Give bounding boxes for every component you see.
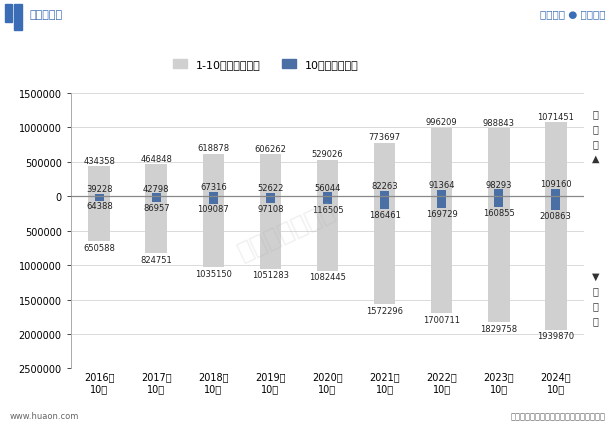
Text: 42798: 42798 <box>143 184 170 193</box>
Text: 169729: 169729 <box>426 209 458 218</box>
Bar <box>380 191 389 197</box>
Bar <box>374 144 395 197</box>
Bar <box>437 190 446 197</box>
Text: 67316: 67316 <box>200 182 227 191</box>
Bar <box>494 190 503 197</box>
Text: 82263: 82263 <box>371 181 398 190</box>
Bar <box>551 189 560 197</box>
Bar <box>551 197 560 210</box>
Text: 529026: 529026 <box>312 150 343 159</box>
Text: 1035150: 1035150 <box>195 269 232 278</box>
Text: 773697: 773697 <box>368 133 400 142</box>
Text: 98293: 98293 <box>485 180 512 189</box>
Text: 2016-2024年内蒙古自治区(境内目的地/货源地)10月进、出口额: 2016-2024年内蒙古自治区(境内目的地/货源地)10月进、出口额 <box>153 60 462 75</box>
Text: 数据来源：中国海关；华经产业研究院整理: 数据来源：中国海关；华经产业研究院整理 <box>511 412 606 420</box>
Text: 1572296: 1572296 <box>366 306 403 315</box>
Text: 专业严谨 ● 客观科学: 专业严谨 ● 客观科学 <box>540 9 606 20</box>
Bar <box>323 197 332 205</box>
Text: 996209: 996209 <box>426 118 458 127</box>
Bar <box>260 155 281 197</box>
Bar <box>202 197 224 268</box>
Text: 200863: 200863 <box>540 211 572 220</box>
Bar <box>545 123 566 197</box>
Text: 1082445: 1082445 <box>309 273 346 282</box>
Text: 650588: 650588 <box>83 243 115 252</box>
Bar <box>317 161 338 197</box>
Text: 116505: 116505 <box>312 205 343 214</box>
Text: 52622: 52622 <box>257 184 284 193</box>
Text: 97108: 97108 <box>257 204 284 213</box>
Bar <box>14 5 22 31</box>
Bar <box>374 197 395 305</box>
Text: 华经产业研究院: 华经产业研究院 <box>234 198 339 264</box>
Text: 109160: 109160 <box>540 180 571 189</box>
Text: 1939870: 1939870 <box>537 331 574 340</box>
Text: 华经情报网: 华经情报网 <box>30 9 63 20</box>
Bar <box>266 197 275 204</box>
Text: 186461: 186461 <box>368 210 400 219</box>
Bar <box>209 197 218 204</box>
Bar <box>209 192 218 197</box>
Text: 824751: 824751 <box>140 255 172 264</box>
Text: 464848: 464848 <box>140 154 172 163</box>
Bar <box>152 197 161 203</box>
Bar <box>95 197 104 201</box>
Text: 109087: 109087 <box>197 205 229 214</box>
Bar <box>95 194 104 197</box>
Bar <box>317 197 338 271</box>
Text: ▼
进
口
额: ▼ 进 口 额 <box>592 271 599 325</box>
Text: 618878: 618878 <box>197 144 229 153</box>
Bar <box>437 197 446 208</box>
Bar <box>146 165 167 197</box>
Text: 1829758: 1829758 <box>480 324 517 333</box>
Text: 86957: 86957 <box>143 204 170 213</box>
Text: 1071451: 1071451 <box>538 112 574 122</box>
Bar <box>89 167 110 197</box>
Text: 91364: 91364 <box>429 181 455 190</box>
Bar <box>323 193 332 197</box>
Text: 434358: 434358 <box>83 156 115 165</box>
Bar <box>430 197 453 314</box>
Text: 988843: 988843 <box>483 118 515 127</box>
Bar <box>89 197 110 242</box>
Bar <box>146 197 167 253</box>
Bar <box>380 197 389 210</box>
Bar <box>202 154 224 197</box>
Bar <box>152 194 161 197</box>
Bar <box>260 197 281 269</box>
Bar <box>488 197 509 322</box>
Bar <box>488 129 509 197</box>
Text: 1051283: 1051283 <box>252 271 289 279</box>
Text: 606262: 606262 <box>255 144 287 154</box>
Text: 1700711: 1700711 <box>423 315 460 324</box>
Text: 64388: 64388 <box>86 202 113 211</box>
Bar <box>545 197 566 330</box>
Bar <box>266 193 275 197</box>
Text: www.huaon.com: www.huaon.com <box>9 412 79 420</box>
Bar <box>430 128 453 197</box>
Bar <box>5 5 12 23</box>
Bar <box>494 197 503 208</box>
Text: 56044: 56044 <box>314 183 341 192</box>
Text: 39228: 39228 <box>86 184 113 193</box>
Text: 出
口
额
▲: 出 口 额 ▲ <box>592 109 599 164</box>
Text: 160855: 160855 <box>483 208 515 218</box>
Legend: 1-10月（万美元）, 10月（万美元）: 1-10月（万美元）, 10月（万美元） <box>169 55 363 75</box>
